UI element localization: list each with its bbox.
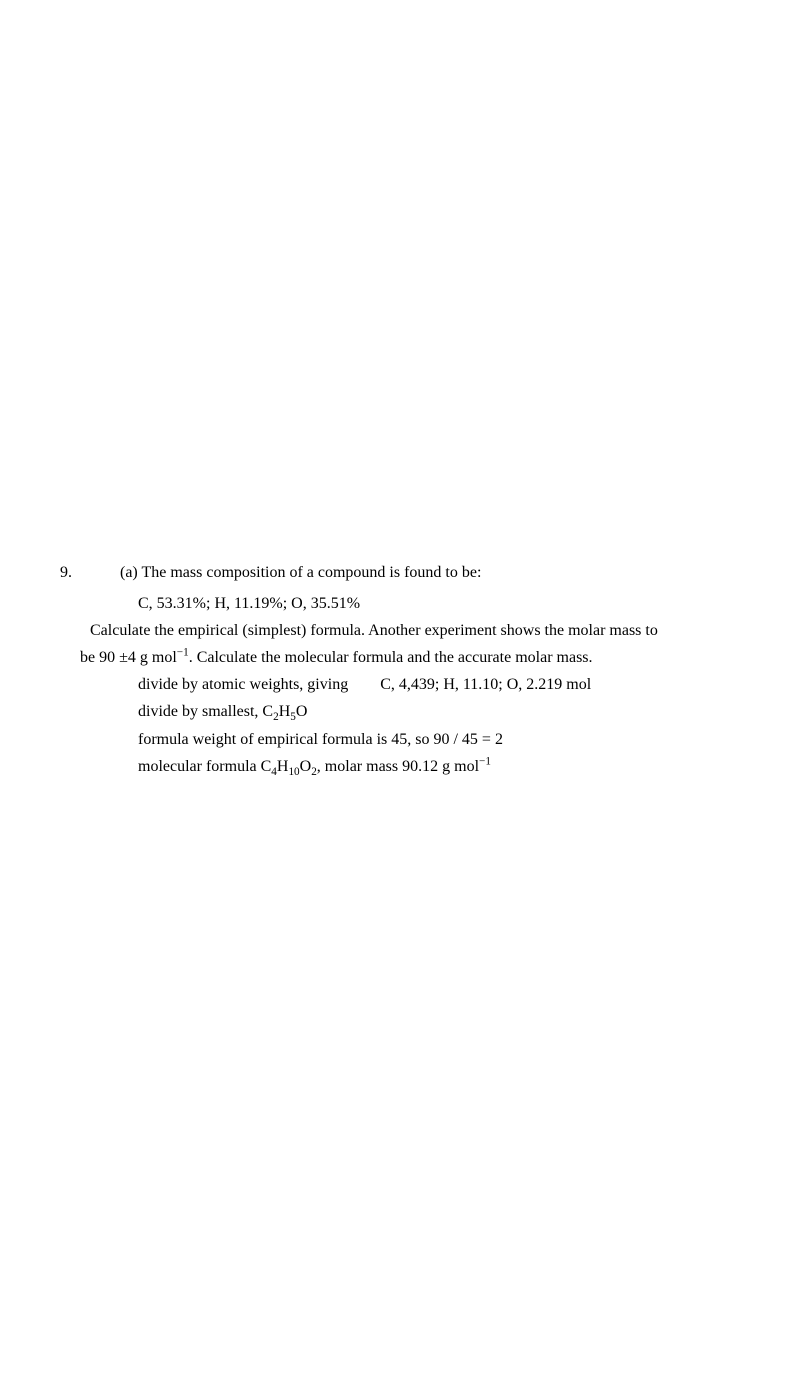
question-number: 9. (60, 560, 120, 586)
answer-line-3: formula weight of empirical formula is 4… (60, 726, 760, 753)
answer-line-1: divide by atomic weights, giving C, 4,43… (60, 671, 760, 698)
question-line-2: Calculate the empirical (simplest) formu… (60, 617, 760, 644)
answer-line-2: divide by smallest, C2H5O (60, 698, 760, 725)
line3-sup: −1 (177, 647, 189, 659)
answer-line-4: molecular formula C4H10O2, molar mass 90… (60, 753, 760, 780)
line1-text: The mass composition of a compound is fo… (141, 564, 481, 581)
ans1-gap (348, 676, 380, 693)
ans2-post: O (296, 703, 308, 720)
ans4-pre: molecular formula C (138, 758, 271, 775)
ans4-mid1: H (277, 758, 289, 775)
composition-line: C, 53.31%; H, 11.19%; O, 35.51% (60, 590, 760, 617)
ans1-pre: divide by atomic weights, giving (138, 676, 348, 693)
ans1-post: C, 4,439; H, 11.10; O, 2.219 mol (380, 676, 591, 693)
part-label: (a) (120, 564, 141, 581)
question-body-line1: (a) The mass composition of a compound i… (120, 560, 760, 586)
ans3-text: formula weight of empirical formula is 4… (138, 731, 503, 748)
ans2-pre: divide by smallest, C (138, 703, 273, 720)
ans4-mid2: O (300, 758, 312, 775)
ans4-post: , molar mass 90.12 g mol (317, 758, 479, 775)
ans4-sup: −1 (479, 755, 491, 767)
line3-pre: be 90 ±4 g mol (80, 649, 177, 666)
line3-post: . Calculate the molecular formula and th… (189, 649, 593, 666)
question-line-3: be 90 ±4 g mol−1. Calculate the molecula… (60, 644, 760, 671)
ans2-mid: H (279, 703, 291, 720)
composition-text: C, 53.31%; H, 11.19%; O, 35.51% (138, 595, 360, 612)
question-line-1: 9. (a) The mass composition of a compoun… (60, 560, 760, 586)
question-block: 9. (a) The mass composition of a compoun… (60, 560, 760, 780)
ans4-sub2: 10 (288, 766, 299, 778)
line2-text: Calculate the empirical (simplest) formu… (90, 622, 658, 639)
